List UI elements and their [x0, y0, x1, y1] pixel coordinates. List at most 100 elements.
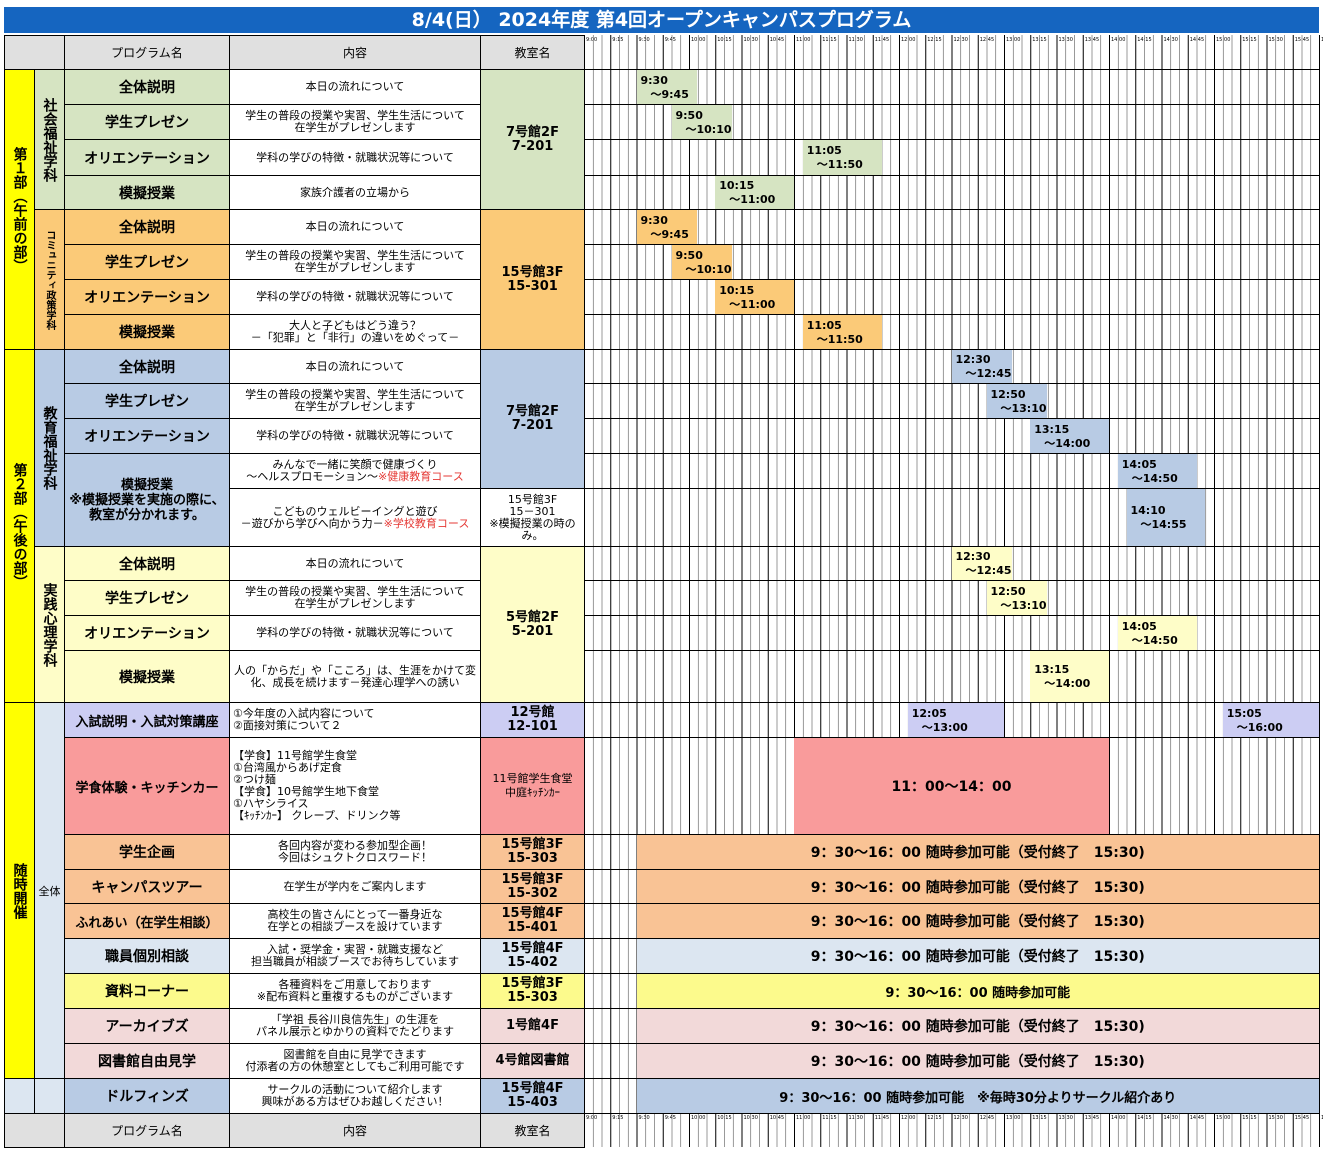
program-orient: オリエンテーション [64, 418, 230, 454]
program-staff: 職員個別相談 [64, 938, 230, 974]
grid-row-line [584, 69, 1319, 70]
grid-row-line [584, 1008, 1319, 1009]
schedule-bar: 13:15 ～14:00 [1030, 651, 1109, 702]
course-note: ※学校教育コース [383, 516, 470, 530]
desc-overview: 本日の流れについて [229, 209, 481, 245]
dept-blank [34, 1078, 65, 1114]
desc-archives: 「学祖 長谷川良信先生」の生涯を パネル展示とゆかりの資料でたどります [229, 1008, 481, 1044]
schedule-bar: 12:30 ～12:45 [951, 350, 1012, 383]
bar-end-time: ～13:10 [1000, 401, 1047, 415]
room-fureai: 15号館4F 15-401 [480, 903, 585, 939]
time-tick: 9:45 [664, 1115, 676, 1121]
program-archives: アーカイブズ [64, 1008, 230, 1044]
program-library: 図書館自由見学 [64, 1043, 230, 1079]
bar-start-time: 9:30 [640, 213, 668, 227]
program-mock-edu: 模擬授業 ※模擬授業を実施の際に、教室が分かれます。 [64, 453, 230, 547]
desc-presen: 学生の普段の授業や実習、学生生活について 在学生がプレゼンします [229, 244, 481, 280]
desc-cafeteria: 【学食】11号館学生食堂 ①台湾風からあげ定食 ②つけ麺 【学食】10号館学生地… [229, 737, 481, 835]
header-room: 教室名 [480, 35, 585, 70]
grid-row-line [584, 737, 1319, 738]
grid-row-line [584, 869, 1319, 870]
bar-start-time: 9:30 [640, 73, 668, 87]
grid-row-line [584, 139, 1319, 140]
grid-row-line [584, 650, 1319, 651]
grid-row-line [584, 615, 1319, 616]
grid-row-line [584, 244, 1319, 245]
time-tick: 9:30 [638, 1115, 650, 1121]
bar-end-time: ～11:50 [816, 158, 863, 171]
dept-all: 全体 [34, 702, 65, 1079]
bar-start-time: 13:15 [1034, 422, 1070, 436]
time-tick: 9:15 [612, 37, 624, 43]
desc-tour: 在学生が学内をご案内します [229, 869, 481, 904]
schedule-bar: 12:30 ～12:45 [951, 547, 1012, 580]
grid-row-line [584, 175, 1319, 176]
time-tick: 16:00 [1321, 1115, 1323, 1121]
room-cafeteria: 11号館学生食堂 中庭ｷｯﾁﾝｶｰ [480, 737, 585, 835]
desc-dolphins: サークルの活動について紹介します 興味がある方はぜひお越しください！ [229, 1078, 481, 1114]
wide-bar-staff: 9：30～16：00 随時参加可能（受付終了 15:30) [636, 939, 1319, 973]
desc-orient: 学科の学びの特徴・就職状況等について [229, 139, 481, 176]
grid-row-line [584, 580, 1319, 581]
desc-orient: 学科の学びの特徴・就職状況等について [229, 279, 481, 315]
desc-mock_social: 家族介護者の立場から [229, 175, 481, 210]
bar-start-time: 9:50 [675, 108, 703, 122]
desc-mock_psych: 人の「からだ」や「こころ」は、生涯をかけて変化、成長を続けます－発達心理学への誘… [229, 650, 481, 703]
desc-presen: 学生の普段の授業や実習、学生生活について 在学生がプレゼンします [229, 104, 481, 140]
grid-row-line [584, 702, 1319, 703]
desc-mock_community: 大人と子どもはどう違う？ －「犯罪」と「非行」の違いをめぐって－ [229, 314, 481, 350]
program-admission: 入試説明・入試対策講座 [64, 702, 230, 738]
program-orient: オリエンテーション [64, 139, 230, 176]
desc-admission: ①今年度の入試内容について ②面接対策について２ [229, 702, 481, 738]
program-overview: 全体説明 [64, 209, 230, 245]
bar-start-time: 11:05 [806, 318, 842, 332]
program-overview: 全体説明 [64, 546, 230, 581]
program-cafeteria: 学食体験・キッチンカー [64, 737, 230, 835]
program-presen: 学生プレゼン [64, 580, 230, 616]
program-mock: 模擬授業 [64, 175, 230, 210]
part2-label: 第２部（午後の部） [4, 349, 35, 703]
program-overview: 全体説明 [64, 69, 230, 105]
time-tick: 9:45 [664, 37, 676, 43]
program-presen: 学生プレゼン [64, 244, 230, 280]
desc-orient: 学科の学びの特徴・就職状況等について [229, 418, 481, 454]
bar-end-time: ～11:50 [816, 332, 863, 346]
bar-end-time: ～14:50 [1131, 633, 1178, 647]
bar-end-time: ～9:45 [650, 87, 689, 101]
header-content: 内容 [229, 35, 481, 70]
grid-row-line [584, 104, 1319, 105]
desc-staff: 入試・奨学金・実習・就職支援など 担当職員が相談ブースでお待ちしています [229, 938, 481, 974]
bar-start-time: 10:15 [719, 283, 755, 297]
grid-row-line [584, 973, 1319, 974]
schedule-bar: 9:50 ～10:10 [671, 105, 732, 139]
program-mock: 模擬授業 [64, 314, 230, 350]
desc-overview: 本日の流れについて [229, 349, 481, 384]
room-materials: 15号館3F 15-303 [480, 973, 585, 1009]
dept-social: 社会福祉学科 [34, 69, 65, 210]
program-orient: オリエンテーション [64, 279, 230, 315]
schedule-bar: 14:10 ～14:55 [1126, 489, 1206, 546]
dept-community: コミュニティ政策学科 [34, 209, 65, 350]
bar-start-time: 14:10 [1130, 504, 1166, 517]
grid-row-line [584, 546, 1319, 547]
time-tick: 9:00 [586, 1115, 598, 1121]
dept-psych: 実践心理学科 [34, 546, 65, 703]
program-tour: キャンパスツアー [64, 869, 230, 904]
bar-start-time: 12:30 [955, 353, 991, 366]
grid-row-line [584, 1078, 1319, 1079]
room-tour: 15号館3F 15-302 [480, 869, 585, 904]
desc-fureai: 高校生の皆さんにとって一番身近な 在学との相談ブースを設けています [229, 903, 481, 939]
desc-presen: 学生の普段の授業や実習、学生生活について 在学生がプレゼンします [229, 580, 481, 616]
bar-start-time: 9:50 [675, 248, 703, 262]
course-note: ※健康教育コース [378, 470, 464, 483]
anytime-label: 随時開催 [4, 702, 35, 1079]
grid-row-line [584, 834, 1319, 835]
bar-end-time: ～10:10 [685, 122, 732, 136]
schedule-bar: 13:15 ～14:00 [1030, 419, 1109, 453]
bar-end-time: ～12:45 [965, 367, 1012, 380]
schedule-bar: 12:50 ～13:10 [986, 384, 1047, 418]
bar-start-time: 13:15 [1034, 663, 1070, 676]
program-orient: オリエンテーション [64, 615, 230, 651]
bar-end-time: ～12:45 [965, 564, 1012, 577]
header-program: プログラム名 [64, 35, 230, 70]
